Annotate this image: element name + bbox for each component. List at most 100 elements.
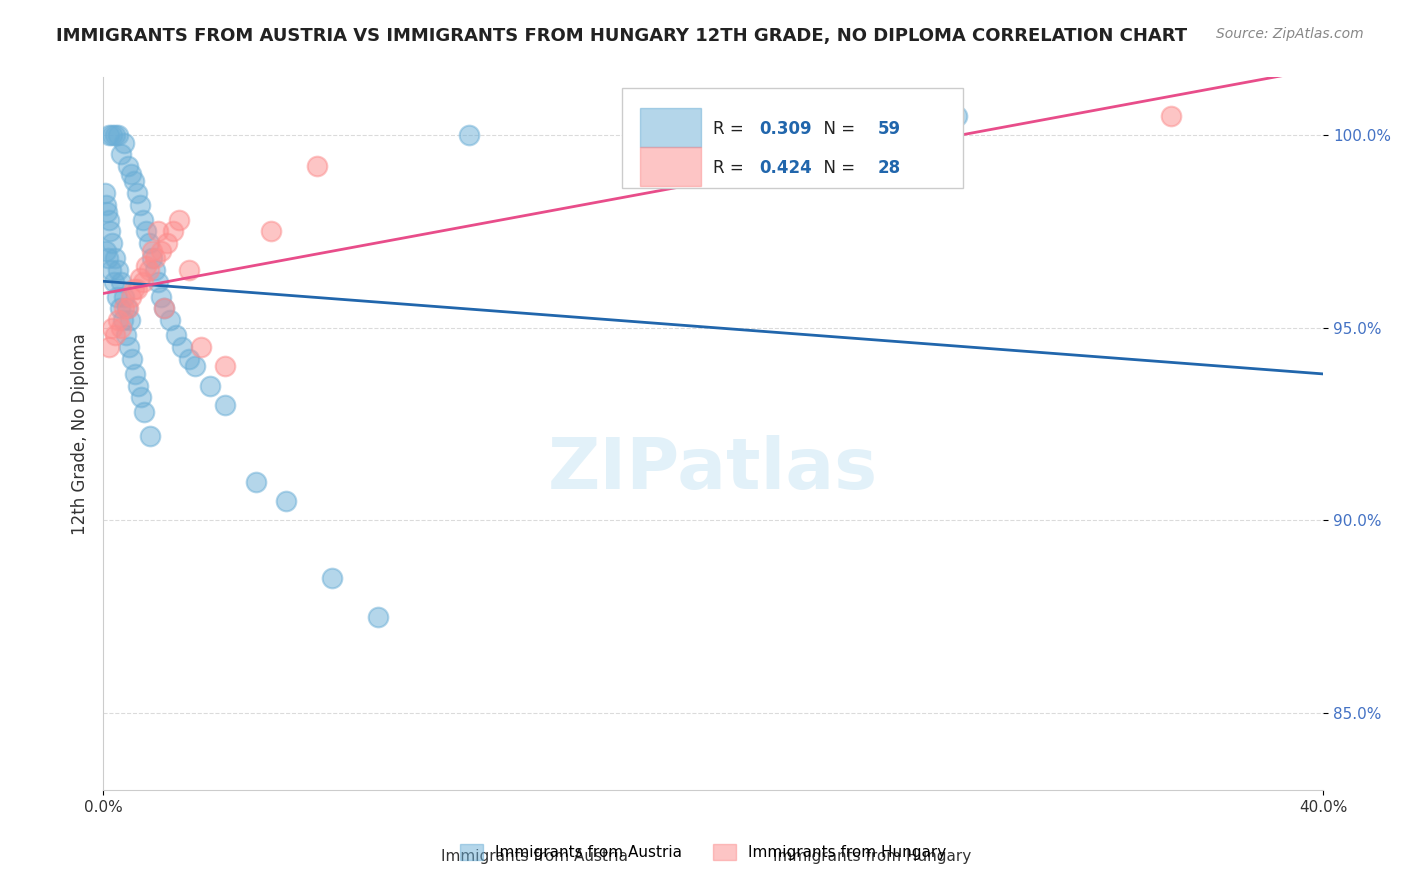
Point [96, 244, 118, 258]
Point [172, 340, 194, 354]
Point [101, 320, 124, 334]
Point [146, 275, 169, 289]
Point [98, 340, 121, 354]
Point [165, 328, 187, 343]
Point [121, 351, 143, 366]
Point [105, 290, 128, 304]
Text: ZIPatlas: ZIPatlas [548, 434, 879, 504]
Point [104, 252, 127, 266]
Point [183, 359, 205, 374]
Point [94, 197, 117, 211]
FancyBboxPatch shape [640, 146, 702, 186]
Point [150, 244, 173, 258]
Point [97, 252, 120, 266]
Point [143, 263, 166, 277]
Point [107, 313, 129, 327]
Point [107, 263, 129, 277]
Point [120, 290, 142, 304]
Point [112, 290, 135, 304]
Point [150, 290, 173, 304]
Point [305, 159, 328, 173]
Point [159, 313, 181, 327]
Point [190, 340, 212, 354]
Point [117, 159, 139, 173]
Point [110, 275, 132, 289]
Point [321, 571, 343, 585]
Point [122, 174, 145, 188]
Point [114, 136, 136, 150]
Text: 0.309: 0.309 [759, 120, 813, 138]
Point [146, 224, 169, 238]
Point [177, 351, 200, 366]
Text: Source: ZipAtlas.com: Source: ZipAtlas.com [1216, 27, 1364, 41]
Point [117, 301, 139, 316]
Point [214, 398, 236, 412]
Text: Immigrants from Austria: Immigrants from Austria [440, 849, 628, 863]
Point [124, 367, 146, 381]
Point [97, 213, 120, 227]
Point [122, 282, 145, 296]
Text: R =: R = [713, 159, 749, 177]
Point [1160, 109, 1182, 123]
Point [135, 259, 157, 273]
Point [96, 205, 118, 219]
Point [138, 263, 160, 277]
Point [129, 390, 152, 404]
Point [115, 328, 138, 343]
Text: 0.424: 0.424 [759, 159, 813, 177]
Text: N =: N = [813, 120, 860, 138]
Point [156, 235, 179, 250]
Point [104, 328, 127, 343]
Point [108, 301, 131, 316]
Point [153, 301, 176, 316]
Point [198, 378, 221, 392]
Point [111, 313, 134, 327]
Point [177, 263, 200, 277]
Point [132, 275, 155, 289]
Point [101, 128, 124, 143]
Point [118, 313, 141, 327]
Legend: Immigrants from Austria, Immigrants from Hungary: Immigrants from Austria, Immigrants from… [454, 838, 952, 866]
Point [141, 244, 163, 258]
FancyBboxPatch shape [640, 108, 702, 147]
Point [946, 109, 969, 123]
Point [125, 282, 148, 296]
Point [110, 147, 132, 161]
Point [153, 301, 176, 316]
Point [139, 428, 162, 442]
Point [125, 186, 148, 200]
Point [260, 224, 283, 238]
Point [138, 235, 160, 250]
FancyBboxPatch shape [621, 88, 963, 188]
Point [118, 340, 141, 354]
Point [104, 128, 127, 143]
Point [128, 197, 150, 211]
Point [134, 405, 156, 419]
Text: Immigrants from Hungary: Immigrants from Hungary [772, 849, 972, 863]
Point [367, 609, 389, 624]
Text: IMMIGRANTS FROM AUSTRIA VS IMMIGRANTS FROM HUNGARY 12TH GRADE, NO DIPLOMA CORREL: IMMIGRANTS FROM AUSTRIA VS IMMIGRANTS FR… [56, 27, 1187, 45]
Point [98, 128, 121, 143]
Point [93, 186, 115, 200]
Point [100, 235, 122, 250]
Point [100, 263, 122, 277]
Y-axis label: 12th Grade, No Diploma: 12th Grade, No Diploma [72, 333, 89, 534]
Point [169, 213, 191, 227]
Point [141, 252, 163, 266]
Point [115, 301, 138, 316]
Point [143, 252, 166, 266]
Point [132, 213, 155, 227]
Text: R =: R = [713, 120, 749, 138]
Point [107, 128, 129, 143]
Point [103, 275, 125, 289]
Text: 28: 28 [877, 159, 901, 177]
Point [110, 320, 132, 334]
Point [98, 224, 121, 238]
Point [135, 224, 157, 238]
Point [245, 475, 267, 489]
Text: N =: N = [813, 159, 860, 177]
Point [128, 270, 150, 285]
Point [162, 224, 184, 238]
Point [127, 378, 149, 392]
Point [276, 494, 298, 508]
